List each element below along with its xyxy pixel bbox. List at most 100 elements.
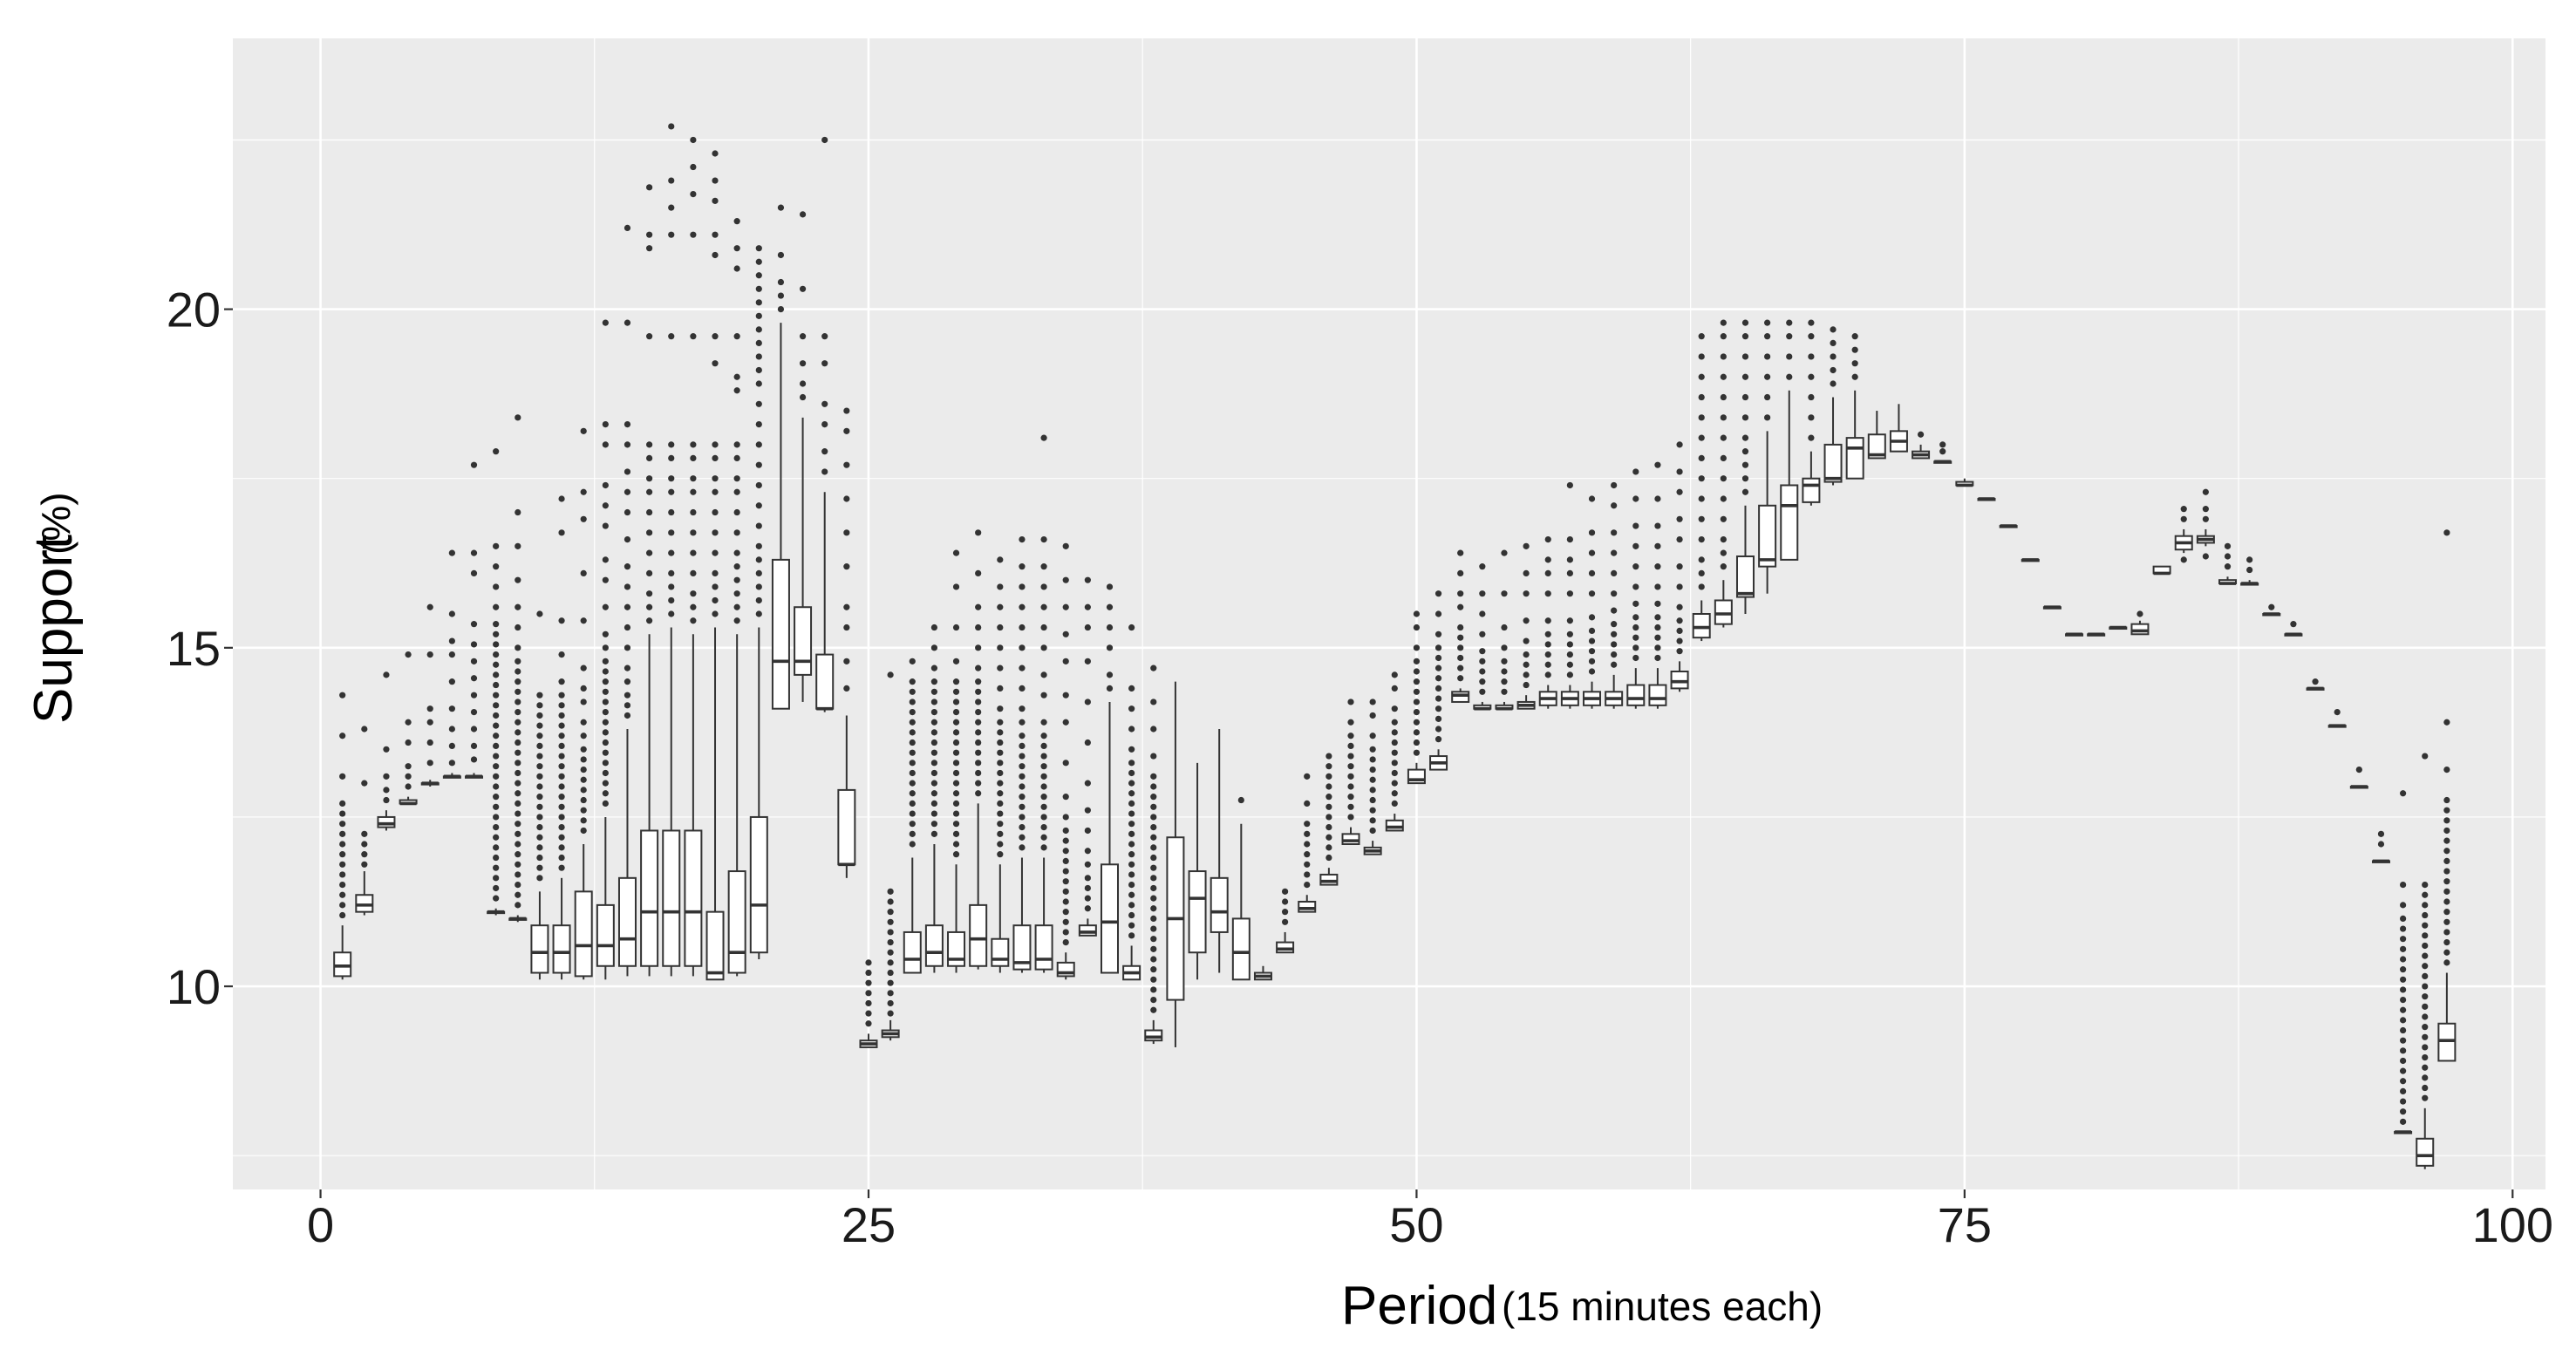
outlier-point [470, 726, 478, 733]
outlier-point [1150, 925, 1157, 932]
outlier-point [646, 475, 653, 482]
outlier-point [1544, 590, 1551, 597]
outlier-point [1698, 414, 1705, 421]
outlier-point [1720, 333, 1727, 340]
outlier-point [755, 522, 762, 529]
outlier-point [1698, 569, 1705, 577]
outlier-point [2443, 868, 2450, 875]
outlier-point [668, 529, 675, 536]
outlier-point [470, 675, 478, 682]
outlier-point [1676, 441, 1683, 448]
outlier-point [339, 881, 346, 889]
outlier-point [448, 726, 455, 733]
outlier-point [1150, 753, 1157, 760]
outlier-point [1435, 695, 1442, 702]
outlier-point [1019, 535, 1026, 543]
outlier-point [1347, 719, 1354, 726]
outlier-point [2224, 542, 2232, 549]
outlier-point [558, 814, 565, 821]
outlier-point [1019, 705, 1026, 712]
outlier-point [602, 644, 609, 651]
outlier-point [515, 542, 521, 549]
outlier-point [558, 495, 565, 502]
outlier-point [712, 549, 719, 556]
outlier-point [668, 454, 675, 462]
outlier-point [1566, 641, 1573, 648]
outlier-point [1369, 699, 1376, 705]
outlier-point [2224, 553, 2232, 560]
outlier-point [448, 760, 455, 767]
outlier-point [602, 441, 609, 448]
outlier-point [843, 563, 850, 570]
outlier-point [755, 569, 762, 577]
outlier-point [1566, 556, 1573, 563]
outlier-point [952, 678, 960, 685]
outlier-point [1435, 654, 1442, 662]
outlier-point [2422, 902, 2429, 909]
box-body [1802, 477, 1821, 503]
outlier-point [646, 231, 653, 238]
outlier-point [426, 719, 433, 726]
outlier-point [755, 353, 762, 360]
outlier-point [602, 502, 609, 509]
box-body [991, 937, 1010, 967]
outlier-point [975, 529, 982, 536]
outlier-point [975, 749, 982, 756]
outlier-point [1523, 681, 1530, 689]
outlier-point [361, 830, 368, 837]
outlier-point [1019, 844, 1026, 851]
outlier-point [997, 685, 1004, 692]
outlier-point [909, 729, 916, 736]
outlier-point [1698, 393, 1705, 401]
outlier-point [493, 742, 500, 750]
outlier-point [1654, 542, 1661, 549]
outlier-point [624, 678, 631, 685]
outlier-point [2422, 1074, 2429, 1081]
outlier-point [1741, 353, 1749, 360]
outlier-point [1062, 603, 1069, 610]
outlier-point [448, 651, 455, 658]
outlier-point [1106, 685, 1114, 692]
outlier-point [1325, 783, 1332, 790]
outlier-point [580, 787, 587, 794]
outlier-point [1413, 749, 1421, 756]
outlier-point [1084, 875, 1091, 882]
outlier-point [2400, 1057, 2407, 1065]
outlier-point [733, 475, 740, 482]
outlier-point [712, 197, 719, 204]
outlier-point [909, 830, 916, 837]
outlier-point [668, 475, 675, 482]
outlier-point [1281, 909, 1289, 916]
outlier-point [624, 603, 631, 610]
outlier-point [558, 864, 565, 871]
outlier-point [558, 834, 565, 841]
outlier-point [1128, 881, 1135, 889]
outlier-point [2400, 945, 2407, 952]
outlier-point [1019, 583, 1026, 590]
outlier-point [887, 979, 894, 986]
outlier-point [624, 508, 631, 516]
box-body [662, 829, 681, 967]
outlier-point [339, 733, 346, 739]
outlier-point [1128, 851, 1135, 858]
outlier-point [1830, 326, 1837, 333]
outlier-point [470, 621, 478, 628]
outlier-point [733, 387, 740, 394]
outlier-point [536, 794, 543, 801]
outlier-point [383, 671, 390, 678]
outlier-point [1654, 563, 1661, 570]
outlier-point [1304, 821, 1311, 828]
box-body [924, 924, 944, 967]
outlier-point [755, 366, 762, 374]
outlier-point [2443, 949, 2450, 956]
outlier-point [1654, 495, 1661, 502]
outlier-point [1369, 733, 1376, 739]
outlier-point [515, 902, 521, 909]
outlier-point [1698, 353, 1705, 360]
outlier-point [383, 773, 390, 780]
outlier-point [1523, 617, 1530, 624]
box-body [1100, 863, 1119, 974]
outlier-point [515, 644, 521, 651]
outlier-point [2400, 956, 2407, 963]
outlier-point [1062, 848, 1069, 855]
